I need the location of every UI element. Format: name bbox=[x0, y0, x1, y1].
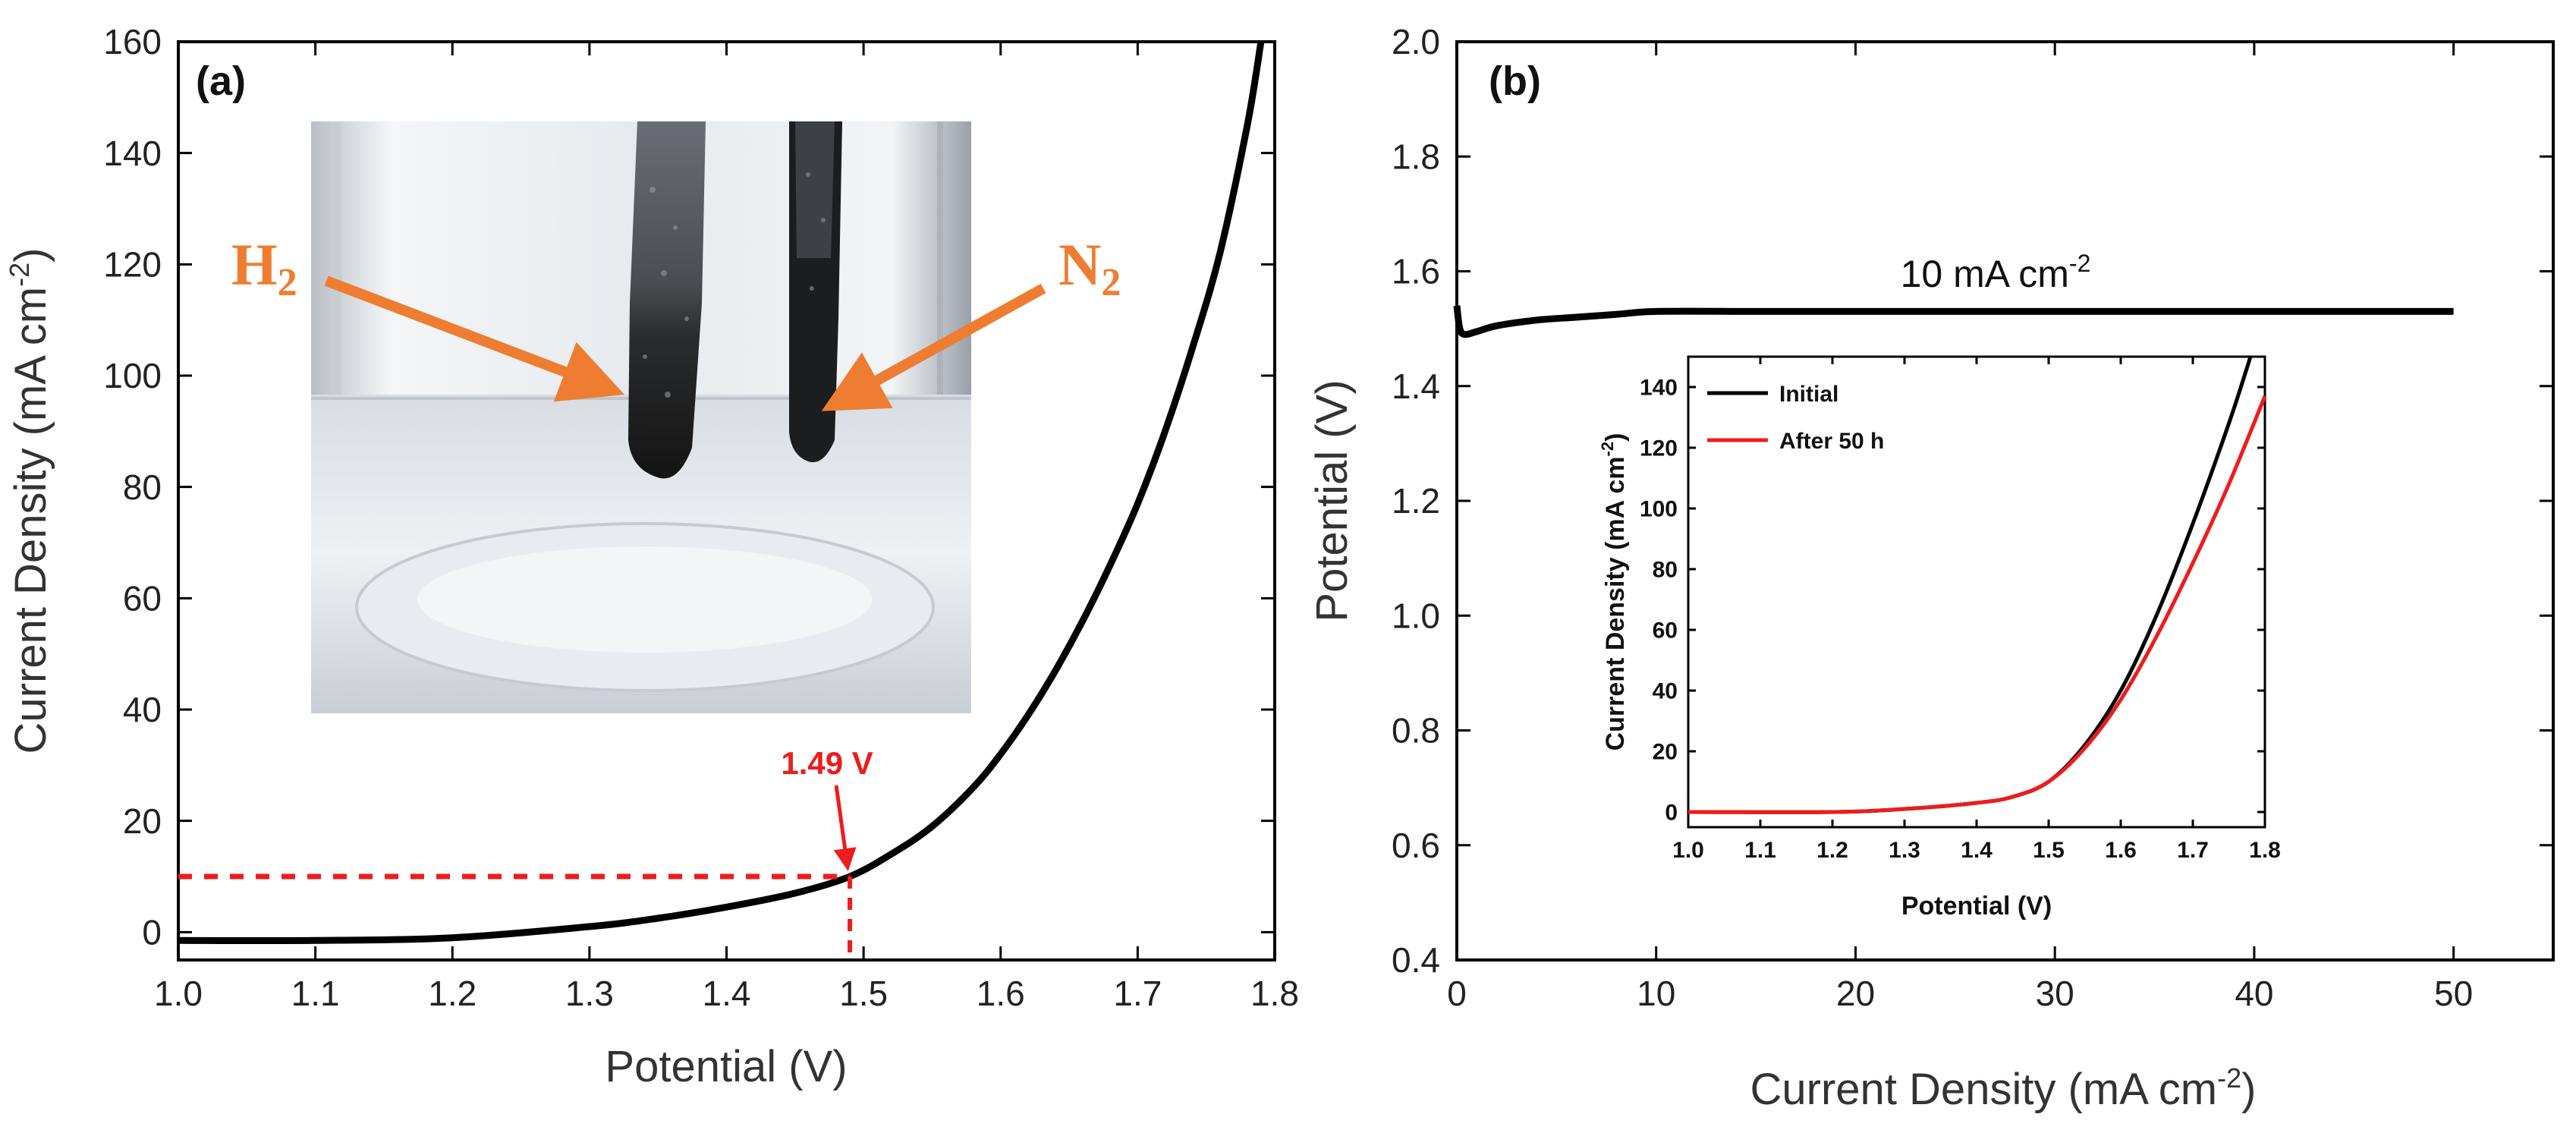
y-axis-label-b: Potential (V) bbox=[1307, 379, 1357, 622]
inset-chart: 1.0 1.1 1.2 1.3 1.4 1.5 1.6 1.7 1.8 0 20 40 60 80 100 1… bbox=[1598, 355, 2281, 921]
inset-x-axis-label: Potential (V) bbox=[1901, 892, 2052, 921]
inset-x-tick-label: 1.1 bbox=[1744, 838, 1776, 863]
inset-y-axis-label: Current Density (mA cm-2) bbox=[1598, 433, 1630, 751]
axis-ticks-a: 1.0 1.1 1.2 1.3 1.4 1.5 1.6 1.7 1.8 0 20 40 60 80 100 1… bbox=[103, 22, 1299, 1013]
inset-x-tick-label: 1.3 bbox=[1889, 838, 1920, 863]
inset-x-tick-label: 1.8 bbox=[2249, 838, 2281, 863]
annotation-label: 1.49 V bbox=[781, 745, 873, 781]
a-y-tick-label: 160 bbox=[103, 22, 162, 61]
a-y-tick-label: 140 bbox=[103, 134, 162, 173]
b-x-tick-label: 50 bbox=[2434, 974, 2473, 1013]
b-y-tick-label: 1.2 bbox=[1392, 481, 1440, 521]
b-y-tick-label: 1.8 bbox=[1392, 137, 1440, 176]
inset-x-tick-label: 1.2 bbox=[1816, 838, 1848, 863]
inset-y-tick-label: 120 bbox=[1640, 436, 1678, 461]
b-y-tick-label: 1.4 bbox=[1392, 367, 1440, 406]
inset-legend: Initial After 50 h bbox=[1707, 382, 1884, 454]
a-x-tick-label: 1.2 bbox=[428, 974, 477, 1013]
b-y-tick-label: 0.8 bbox=[1392, 711, 1440, 751]
legend-label-after: After 50 h bbox=[1779, 429, 1884, 454]
b-y-tick-label: 1.0 bbox=[1392, 596, 1440, 635]
inset-x-tick-label: 1.0 bbox=[1672, 838, 1704, 863]
b-y-tick-label: 2.0 bbox=[1392, 22, 1440, 61]
inset-x-tick-label: 1.6 bbox=[2105, 838, 2137, 863]
inset-y-tick-label: 40 bbox=[1653, 679, 1678, 704]
b-x-tick-label: 20 bbox=[1836, 974, 1875, 1013]
inset-x-tick-label: 1.7 bbox=[2177, 838, 2209, 863]
a-x-tick-label: 1.4 bbox=[703, 974, 751, 1013]
x-axis-label-b: Current Density (mA cm-2) bbox=[1750, 1062, 2257, 1114]
panel-b-label: (b) bbox=[1489, 58, 1541, 104]
a-y-tick-label: 0 bbox=[142, 912, 162, 952]
a-x-tick-label: 1.3 bbox=[565, 974, 614, 1013]
inset-background bbox=[1673, 357, 2265, 827]
inset-series-after-50h bbox=[1687, 395, 2267, 814]
b-x-tick-label: 10 bbox=[1637, 974, 1675, 1013]
inset-y-tick-label: 60 bbox=[1653, 618, 1678, 644]
b-y-tick-label: 1.6 bbox=[1392, 252, 1440, 291]
a-y-tick-label: 80 bbox=[123, 467, 162, 507]
b-x-tick-label: 0 bbox=[1447, 974, 1467, 1013]
inset-y-tick-label: 80 bbox=[1653, 558, 1678, 583]
a-y-tick-label: 60 bbox=[123, 578, 162, 618]
current-density-annotation: 10 mA cm-2 bbox=[1901, 250, 2091, 295]
panel-a-label: (a) bbox=[196, 58, 246, 104]
a-x-tick-label: 1.8 bbox=[1250, 974, 1299, 1013]
a-x-tick-label: 1.1 bbox=[291, 974, 340, 1013]
a-x-tick-label: 1.7 bbox=[1113, 974, 1162, 1013]
curve-group-b bbox=[1453, 305, 2454, 338]
panel-a: 1.0 1.1 1.2 1.3 1.4 1.5 1.6 1.7 1.8 0 20 40 60 80 100 1… bbox=[4, 22, 1299, 1091]
inset-y-tick-label: 20 bbox=[1653, 740, 1678, 765]
inset-y-tick-label: 140 bbox=[1640, 376, 1678, 401]
series-line-stability bbox=[1453, 305, 2454, 338]
h2-label: H2 bbox=[231, 231, 297, 304]
y-axis-label-a: Current Density (mA cm-2) bbox=[4, 248, 55, 754]
inset-y-tick-label: 100 bbox=[1640, 497, 1678, 522]
panel-b: 0 10 20 30 40 50 0.4 0.6 0.8 1.0 1.2 1.4 1.6 1.8 2.0 (… bbox=[1307, 22, 2555, 1114]
annotation-arrow bbox=[833, 785, 857, 871]
inset-photo bbox=[311, 121, 971, 713]
b-y-tick-label: 0.4 bbox=[1392, 940, 1440, 980]
a-x-tick-label: 1.5 bbox=[839, 974, 888, 1013]
inset-x-tick-label: 1.5 bbox=[2033, 838, 2065, 863]
a-y-tick-label: 20 bbox=[123, 801, 162, 841]
inset-x-tick-label: 1.4 bbox=[1961, 838, 1993, 863]
a-y-tick-label: 100 bbox=[103, 356, 162, 395]
photo-annotations: H2 N2 bbox=[231, 231, 1121, 411]
inset-y-tick-label: 0 bbox=[1665, 801, 1678, 826]
a-y-tick-label: 120 bbox=[103, 244, 162, 284]
b-x-tick-label: 40 bbox=[2235, 974, 2273, 1013]
inset-curves bbox=[1687, 356, 2267, 814]
n2-label: N2 bbox=[1058, 231, 1121, 304]
series-line-polarization bbox=[178, 41, 1265, 945]
a-x-tick-label: 1.6 bbox=[977, 974, 1025, 1013]
b-y-tick-label: 0.6 bbox=[1392, 826, 1440, 865]
x-axis-label-a: Potential (V) bbox=[605, 1042, 847, 1091]
curve-group-a: 1.49 V bbox=[178, 41, 1265, 960]
legend-label-initial: Initial bbox=[1779, 382, 1838, 407]
b-x-tick-label: 30 bbox=[2036, 974, 2074, 1013]
inset-axis-ticks: 1.0 1.1 1.2 1.3 1.4 1.5 1.6 1.7 1.8 0 20 40 60 80 100 1… bbox=[1640, 357, 2281, 863]
a-x-tick-label: 1.0 bbox=[154, 974, 203, 1013]
a-y-tick-label: 40 bbox=[123, 690, 162, 729]
axis-ticks-b: 0 10 20 30 40 50 0.4 0.6 0.8 1.0 1.2 1.4 1.6 1.8 2.0 bbox=[1392, 22, 2553, 1013]
